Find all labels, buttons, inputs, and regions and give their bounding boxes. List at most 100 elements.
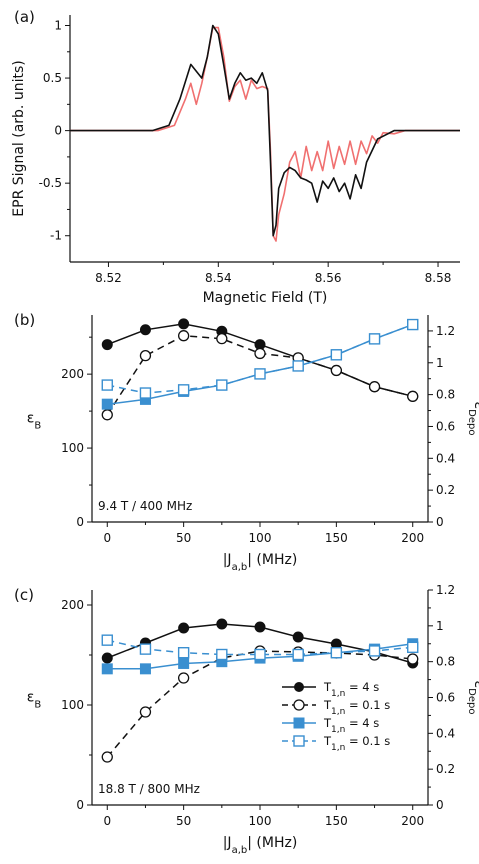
y-tick-label-left: 100 (61, 441, 84, 455)
data-point-open-square (177, 647, 190, 659)
x-tick-label: 50 (176, 531, 191, 545)
data-point-open-circle (368, 381, 381, 393)
data-point-filled-square (101, 663, 113, 675)
data-point-open-circle (407, 653, 419, 665)
y-tick-label-right: 1 (436, 356, 444, 370)
data-point-open-square (368, 333, 381, 345)
y-tick-label: 1 (54, 19, 62, 33)
series-line-simulation (70, 26, 460, 242)
data-point-open-square (177, 384, 190, 396)
y-tick-label-right: 0.4 (436, 451, 455, 465)
x-axis-label: |Ja,b| (MHz) (223, 552, 298, 573)
panel-c: (c) 0 100 200 0 0.2 0.4 0.6 0.8 1 1.2 0 50 100 150 200 |… (14, 583, 479, 856)
data-point-open-circle (101, 409, 113, 421)
x-tick-label: 100 (249, 531, 272, 545)
data-point-open-square (368, 645, 381, 657)
y-tick-label-right: 0.8 (436, 388, 455, 402)
x-tick-label: 0 (103, 814, 111, 828)
data-point-open-square (216, 648, 228, 661)
field-condition-label: 9.4 T / 400 MHz (98, 499, 192, 513)
data-point-filled-circle (101, 339, 113, 351)
y-axis-label: EPR Signal (arb. units) (11, 60, 27, 216)
data-point-open-circle (139, 706, 152, 718)
data-point-filled-square (139, 393, 151, 405)
data-point-open-square (139, 643, 152, 655)
y-tick-label-right: 0.2 (436, 483, 455, 497)
data-point-open-square (216, 379, 228, 391)
data-point-open-circle (101, 751, 113, 763)
data-point-filled-circle (178, 318, 190, 330)
y-tick-label-left: 0 (76, 798, 84, 812)
data-point-filled-circle (216, 618, 228, 630)
y-tick-label: -1 (50, 229, 62, 243)
x-tick-label: 8.58 (425, 271, 452, 285)
data-point-filled-circle (254, 621, 266, 633)
data-point-open-circle (177, 672, 190, 684)
x-axis-label: Magnetic Field (T) (203, 290, 328, 306)
x-tick-label: 200 (401, 531, 424, 545)
legend-marker (293, 699, 305, 711)
y-tick-label-left: 0 (76, 515, 84, 529)
y-tick-label: 0.5 (43, 71, 62, 85)
y-tick-label-right: 0.6 (436, 691, 455, 705)
x-tick-label: 8.52 (95, 271, 122, 285)
data-point-open-circle (407, 390, 419, 402)
panel-a: (a) -1 -0.5 0 0.5 1 8.52 8.54 8.56 8.58 Magnetic F… (11, 8, 460, 306)
y-tick-label-right: 0 (436, 798, 444, 812)
series-line-0 (107, 323, 413, 398)
y-tick-label-right: 1 (436, 619, 444, 633)
data-point-open-circle (330, 364, 343, 377)
legend-marker (293, 717, 305, 729)
field-condition-label: 18.8 T / 800 MHz (98, 782, 200, 796)
data-point-open-square (292, 648, 304, 661)
data-point-open-square (407, 641, 419, 654)
data-point-open-circle (177, 330, 190, 342)
data-point-open-square (254, 648, 266, 661)
y-tick-label-right: 0.4 (436, 726, 455, 740)
data-point-filled-circle (101, 652, 113, 664)
y-axis-label-right: εDepo (467, 402, 479, 436)
x-tick-label: 150 (325, 814, 348, 828)
x-tick-label: 8.56 (315, 271, 342, 285)
panel-b: (b) 0 100 200 0 0.2 0.4 0.6 0.8 1 1.2 0 50 100 150 200 |… (14, 311, 479, 573)
y-tick-label-right: 0 (436, 515, 444, 529)
legend-label: T1,n = 0.1 s (323, 698, 390, 717)
x-tick-label: 8.54 (205, 271, 232, 285)
data-point-filled-square (101, 398, 113, 410)
panel-label-c: (c) (14, 586, 34, 604)
y-tick-label-right: 1.2 (436, 324, 455, 338)
data-point-open-square (292, 360, 304, 372)
data-point-open-circle (139, 350, 152, 362)
data-point-filled-square (139, 663, 151, 675)
y-axis-label-left: εB (27, 690, 42, 711)
y-tick-label-left: 200 (61, 367, 84, 381)
data-point-open-square (101, 634, 113, 646)
y-tick-label-right: 0.8 (436, 655, 455, 669)
y-tick-label-right: 1.2 (436, 583, 455, 597)
panel-label-a: (a) (14, 8, 35, 26)
x-tick-label: 150 (325, 531, 348, 545)
y-axis-label-right: εDepo (467, 681, 479, 715)
legend-label: T1,n = 4 s (323, 716, 379, 735)
x-tick-label: 50 (176, 814, 191, 828)
series-line-3 (107, 323, 413, 394)
data-point-filled-circle (178, 622, 190, 634)
y-tick-label-left: 100 (61, 698, 84, 712)
legend-label: T1,n = 4 s (323, 680, 379, 699)
data-point-open-square (407, 318, 419, 331)
data-point-filled-circle (139, 324, 151, 336)
y-tick-label-left: 200 (61, 598, 84, 612)
data-point-open-square (101, 379, 113, 391)
x-axis-label: |Ja,b| (MHz) (223, 835, 298, 856)
panel-label-b: (b) (14, 311, 35, 329)
data-point-open-circle (216, 333, 228, 345)
y-tick-label-right: 0.6 (436, 419, 455, 433)
x-tick-label: 0 (103, 531, 111, 545)
x-tick-label: 100 (249, 814, 272, 828)
y-axis-label-left: εB (27, 411, 42, 432)
x-tick-label: 200 (401, 814, 424, 828)
legend-marker (293, 735, 305, 747)
y-tick-label-right: 0.2 (436, 762, 455, 776)
data-point-filled-square (178, 657, 190, 669)
